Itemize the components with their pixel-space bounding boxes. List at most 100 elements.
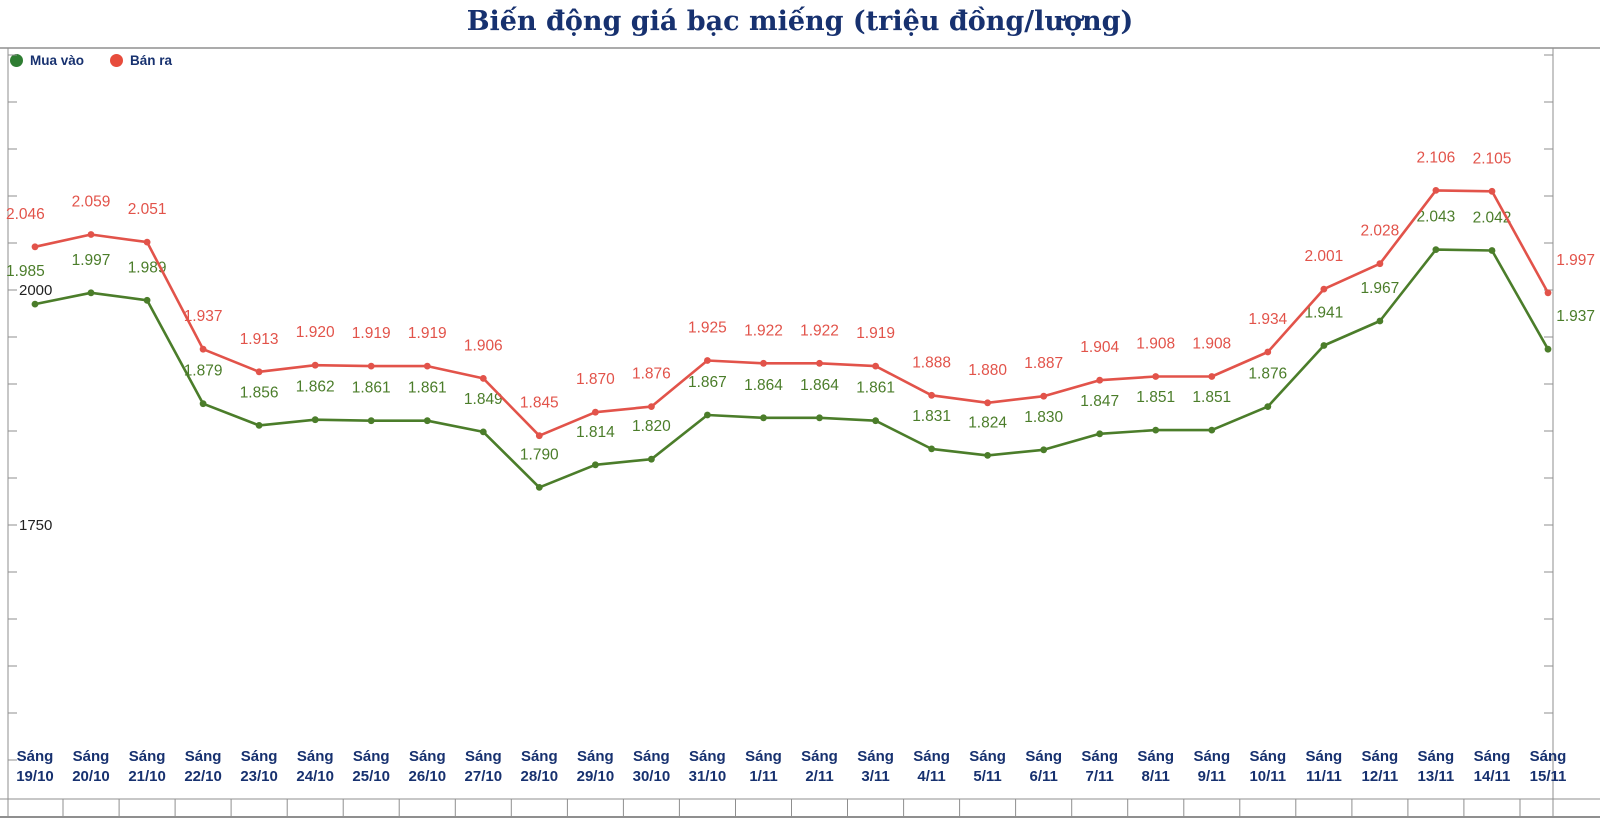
x-axis-tick-label: Sáng 1/11 — [745, 748, 782, 785]
y-axis-tick-label: 2000 — [19, 282, 52, 299]
value-label: 1.862 — [296, 379, 335, 396]
value-label: 1.876 — [1248, 366, 1287, 383]
value-label: 1.888 — [912, 354, 951, 371]
value-label: 1.820 — [632, 418, 671, 435]
value-label: 1.867 — [688, 374, 727, 391]
x-axis-tick-label: Sáng 15/11 — [1530, 748, 1567, 785]
x-axis-tick-label: Sáng 8/11 — [1137, 748, 1174, 785]
x-axis-tick-label: Sáng 23/10 — [240, 748, 278, 785]
data-point — [479, 375, 487, 382]
legend-dot-buy-icon — [10, 54, 23, 67]
data-point — [1544, 289, 1552, 297]
value-label: 1.919 — [856, 325, 895, 342]
data-point — [1152, 373, 1160, 380]
data-point — [255, 368, 263, 376]
x-axis-tick-label: Sáng 21/10 — [128, 748, 166, 785]
data-point — [760, 359, 767, 367]
data-point — [592, 408, 599, 416]
data-point — [367, 417, 375, 425]
data-point — [1040, 446, 1048, 454]
x-axis-tick-label: Sáng 5/11 — [969, 748, 1006, 785]
data-point — [816, 414, 823, 422]
value-label: 1.861 — [856, 380, 895, 397]
value-label: 2.028 — [1361, 223, 1400, 240]
value-label: 1.985 — [6, 263, 45, 280]
x-axis-tick-label: Sáng 28/10 — [521, 748, 559, 785]
value-label: 2.105 — [1473, 150, 1512, 167]
data-point — [479, 428, 487, 436]
value-label: 2.106 — [1417, 149, 1456, 166]
value-label: 1.934 — [1248, 311, 1287, 328]
data-point — [1320, 285, 1328, 293]
data-point — [1040, 392, 1048, 400]
x-axis-tick-label: Sáng 24/10 — [296, 748, 334, 785]
x-axis-tick-label: Sáng 4/11 — [913, 748, 950, 785]
value-label: 2.059 — [72, 194, 111, 211]
value-label: 1.790 — [520, 446, 559, 463]
data-point — [311, 361, 319, 369]
x-axis-tick-label: Sáng 10/11 — [1249, 748, 1286, 785]
value-label: 1.864 — [800, 377, 839, 394]
value-label: 1.967 — [1361, 280, 1400, 297]
data-point — [199, 400, 207, 408]
x-axis-tick-label: Sáng 3/11 — [857, 748, 894, 785]
data-point — [535, 484, 543, 491]
data-point — [87, 289, 95, 297]
data-point — [1432, 246, 1440, 254]
x-axis-tick-label: Sáng 29/10 — [577, 748, 615, 785]
data-point — [31, 300, 39, 308]
value-label: 1.920 — [296, 324, 335, 341]
legend-label-buy: Mua vào — [30, 53, 85, 68]
value-label: 1.814 — [576, 424, 615, 441]
data-point — [1320, 342, 1328, 349]
x-axis-tick-label: Sáng 27/10 — [465, 748, 503, 785]
value-label: 1.937 — [184, 308, 223, 325]
data-point — [1264, 348, 1272, 356]
value-label: 1.861 — [352, 380, 391, 397]
value-label: 2.051 — [128, 201, 167, 218]
legend-item-mua-vao: Mua vào — [10, 53, 84, 68]
data-point — [872, 417, 879, 425]
data-point — [1376, 260, 1384, 268]
x-axis-tick-label: Sáng 11/11 — [1306, 748, 1343, 785]
data-point — [87, 231, 95, 238]
chart-title: Biến động giá bạc miếng (triệu đồng/lượn… — [466, 6, 1134, 37]
legend-label-sell: Bán ra — [130, 53, 173, 68]
value-label: 1.851 — [1192, 389, 1231, 406]
data-point — [704, 411, 711, 419]
y-axis-tick-label: 1750 — [19, 517, 52, 534]
value-label: 1.851 — [1136, 389, 1175, 406]
x-axis-tick-label: Sáng 14/11 — [1474, 748, 1511, 785]
value-label: 1.887 — [1024, 355, 1063, 372]
x-axis-tick-label: Sáng 6/11 — [1025, 748, 1062, 785]
value-label: 1.904 — [1080, 339, 1119, 356]
value-label: 1.919 — [408, 325, 447, 342]
data-point — [648, 455, 655, 463]
x-axis-tick-label: Sáng 19/10 — [16, 748, 54, 785]
value-label: 1.906 — [464, 337, 503, 354]
value-label: 2.042 — [1473, 210, 1512, 227]
x-axis-tick-label: Sáng 9/11 — [1193, 748, 1230, 785]
series-line — [34, 248, 1550, 489]
legend-dot-sell-icon — [110, 54, 124, 67]
data-point — [143, 296, 151, 304]
value-label: 1.824 — [968, 414, 1007, 431]
data-point — [1432, 187, 1440, 194]
value-label: 1.989 — [128, 259, 167, 276]
x-axis-tick-label: Sáng 13/11 — [1418, 748, 1455, 785]
x-axis-tick-label: Sáng 7/11 — [1081, 748, 1118, 785]
data-point — [1488, 247, 1496, 254]
data-point — [199, 345, 207, 353]
value-label: 1.997 — [1556, 252, 1595, 269]
data-point — [648, 403, 655, 410]
data-point — [704, 357, 711, 364]
x-axis-tick-label: Sáng 22/10 — [184, 748, 222, 785]
value-label: 1.925 — [688, 320, 727, 337]
data-point — [1544, 345, 1552, 353]
value-label: 1.908 — [1192, 336, 1231, 353]
series-line — [34, 189, 1550, 438]
value-label: 1.880 — [968, 362, 1007, 379]
value-label: 2.043 — [1417, 209, 1456, 226]
